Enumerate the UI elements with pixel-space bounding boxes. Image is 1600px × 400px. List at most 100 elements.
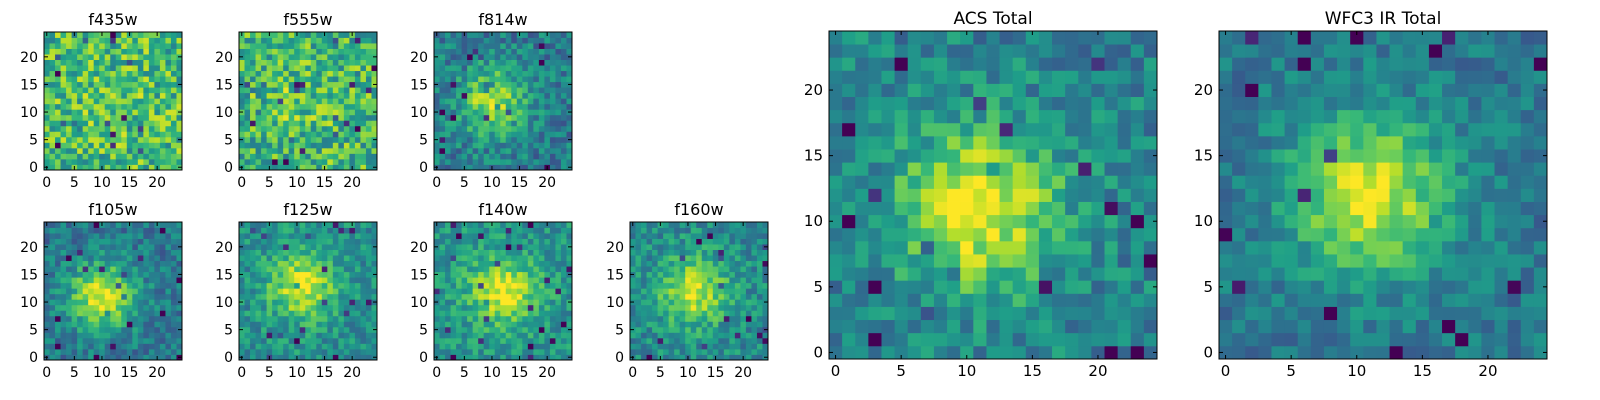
heatmap-cell bbox=[349, 332, 356, 339]
heatmap-cell bbox=[560, 98, 567, 105]
heatmap-cell bbox=[434, 315, 440, 322]
heatmap-cell bbox=[1012, 293, 1027, 307]
heatmap-cell bbox=[261, 238, 267, 245]
heatmap-cell bbox=[115, 354, 122, 361]
heatmap-cell bbox=[272, 43, 279, 49]
heatmap-cell bbox=[472, 266, 479, 273]
heatmap-cell bbox=[310, 87, 317, 94]
heatmap-cell bbox=[483, 103, 490, 110]
heatmap-cell bbox=[121, 332, 128, 339]
heatmap-cell bbox=[55, 120, 61, 127]
heatmap-cell bbox=[947, 306, 961, 321]
heatmap-cell bbox=[244, 54, 251, 60]
heatmap-cell bbox=[115, 310, 122, 317]
heatmap-cell bbox=[310, 48, 317, 55]
heatmap-cell bbox=[343, 343, 350, 350]
heatmap-cell bbox=[55, 348, 61, 355]
heatmap-cell bbox=[283, 271, 290, 278]
heatmap-cell bbox=[560, 120, 567, 127]
heatmap-cell bbox=[283, 142, 290, 149]
heatmap-cell bbox=[305, 142, 312, 149]
heatmap-cell bbox=[294, 282, 301, 289]
heatmap-cell bbox=[354, 277, 361, 284]
heatmap-cell bbox=[310, 310, 317, 317]
heatmap-cell bbox=[762, 348, 769, 355]
heatmap-cell bbox=[1065, 267, 1079, 281]
heatmap-cell bbox=[467, 37, 474, 44]
heatmap-cell bbox=[566, 147, 573, 154]
heatmap-cell bbox=[690, 343, 697, 350]
heatmap-cell bbox=[511, 142, 518, 149]
heatmap-cell bbox=[250, 153, 256, 160]
heatmap-cell bbox=[1025, 214, 1040, 229]
heatmap-cell bbox=[143, 54, 150, 60]
heatmap-cell bbox=[354, 164, 361, 171]
heatmap-cell bbox=[690, 304, 697, 311]
heatmap-cell bbox=[445, 233, 451, 239]
heatmap-cell bbox=[1052, 293, 1066, 307]
heatmap-cell bbox=[723, 348, 730, 355]
heatmap-cell bbox=[973, 267, 987, 281]
heatmap-cell bbox=[461, 266, 468, 273]
heatmap-cell bbox=[294, 315, 301, 322]
heatmap-cell bbox=[1143, 306, 1158, 321]
heatmap-cell bbox=[745, 304, 752, 311]
heatmap-cell bbox=[635, 277, 642, 284]
heatmap-cell bbox=[920, 306, 935, 321]
heatmap-cell bbox=[93, 255, 100, 262]
heatmap-cell bbox=[855, 332, 869, 347]
heatmap-cell bbox=[349, 59, 356, 66]
heatmap-cell bbox=[555, 32, 562, 38]
heatmap-cell bbox=[522, 114, 529, 121]
heatmap-cell bbox=[126, 65, 133, 72]
heatmap-cell bbox=[734, 260, 741, 267]
heatmap-cell bbox=[500, 120, 507, 127]
heatmap-cell bbox=[641, 249, 647, 256]
heatmap-cell bbox=[82, 109, 89, 116]
heatmap-cell bbox=[494, 70, 501, 77]
heatmap-cell bbox=[321, 109, 328, 116]
heatmap-cell bbox=[855, 319, 869, 334]
heatmap-cell bbox=[277, 282, 284, 289]
heatmap-cell bbox=[137, 92, 144, 99]
x-tick-label: 10 bbox=[288, 175, 306, 191]
heatmap-cell bbox=[445, 321, 451, 328]
heatmap-cell bbox=[729, 299, 736, 306]
heatmap-cell bbox=[338, 260, 345, 267]
heatmap-cell bbox=[538, 43, 545, 49]
heatmap-cell bbox=[461, 43, 468, 49]
heatmap-cell bbox=[250, 70, 256, 77]
heatmap-cell bbox=[560, 233, 567, 239]
heatmap-cell bbox=[461, 114, 468, 121]
heatmap-cell bbox=[511, 271, 518, 278]
heatmap-cell bbox=[82, 136, 89, 143]
heatmap-cell bbox=[740, 238, 747, 245]
heatmap-cell bbox=[44, 114, 50, 121]
heatmap-cell bbox=[294, 43, 301, 49]
heatmap-cell bbox=[467, 222, 474, 228]
heatmap-cell bbox=[701, 299, 708, 306]
heatmap-cell bbox=[244, 109, 251, 116]
heatmap-cell bbox=[646, 255, 653, 262]
heatmap-cell bbox=[104, 131, 111, 138]
heatmap-cell bbox=[244, 158, 251, 165]
heatmap-cell bbox=[154, 109, 161, 116]
heatmap-cell bbox=[60, 249, 67, 256]
heatmap-cell bbox=[960, 345, 974, 360]
heatmap-cell bbox=[126, 76, 133, 83]
heatmap-cell bbox=[154, 70, 161, 77]
heatmap-cell bbox=[299, 125, 306, 132]
heatmap-cell bbox=[668, 266, 675, 273]
heatmap-cell bbox=[159, 147, 166, 154]
heatmap-cell bbox=[310, 227, 317, 234]
heatmap-cell bbox=[723, 255, 730, 262]
heatmap-cell bbox=[154, 92, 161, 99]
heatmap-cell bbox=[60, 326, 67, 333]
heatmap-cell bbox=[159, 315, 166, 322]
heatmap-cell bbox=[255, 255, 262, 262]
heatmap-cell bbox=[338, 81, 345, 88]
heatmap-cell bbox=[55, 277, 61, 284]
heatmap-cell bbox=[635, 326, 642, 333]
heatmap-cell bbox=[170, 103, 177, 110]
heatmap-cell bbox=[494, 32, 501, 38]
